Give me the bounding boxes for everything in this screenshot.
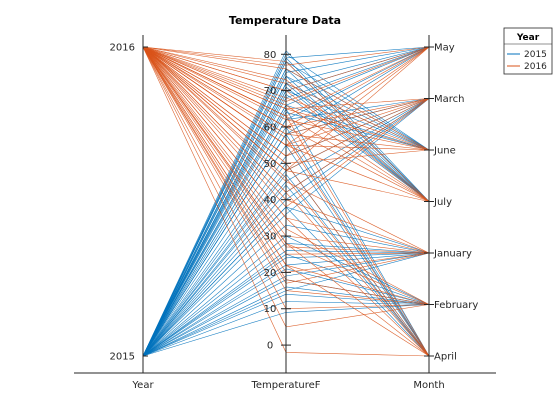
month-tick-label-February: February (434, 300, 478, 311)
temp-tick-label-70: 70 (264, 86, 277, 97)
legend: Year 2015 2016 (503, 27, 553, 75)
month-tick-label-June: June (433, 146, 456, 157)
legend-label-2015: 2015 (524, 50, 547, 60)
temp-tick-label-10: 10 (264, 304, 277, 315)
chart-title: Temperature Data (229, 14, 341, 27)
coordinate-axes: Year TemperatureF Month 2015 2016 0 10 20 30 40 50… (110, 35, 478, 391)
temp-tick-label-80: 80 (264, 50, 277, 61)
temp-tick-label-40: 40 (264, 195, 277, 206)
month-tick-label-May: May (434, 43, 455, 54)
axis-label-Year: Year (131, 380, 154, 391)
year-tick-label-2016: 2016 (110, 43, 135, 54)
temp-tick-label-60: 60 (264, 122, 277, 133)
month-tick-label-January: January (433, 249, 472, 260)
temp-tick-label-30: 30 (264, 232, 277, 243)
axis-label-Month: Month (413, 380, 444, 391)
temp-tick-label-50: 50 (264, 159, 277, 170)
month-tick-label-March: March (434, 94, 464, 105)
month-tick-label-July: July (433, 197, 452, 208)
temp-tick-label-20: 20 (264, 268, 277, 279)
month-tick-label-April: April (434, 352, 457, 363)
axis-label-TemperatureF: TemperatureF (250, 380, 320, 391)
legend-title: Year (516, 33, 540, 43)
legend-label-2016: 2016 (524, 62, 547, 72)
year-tick-label-2015: 2015 (110, 352, 135, 363)
temp-tick-label-0: 0 (267, 341, 273, 352)
